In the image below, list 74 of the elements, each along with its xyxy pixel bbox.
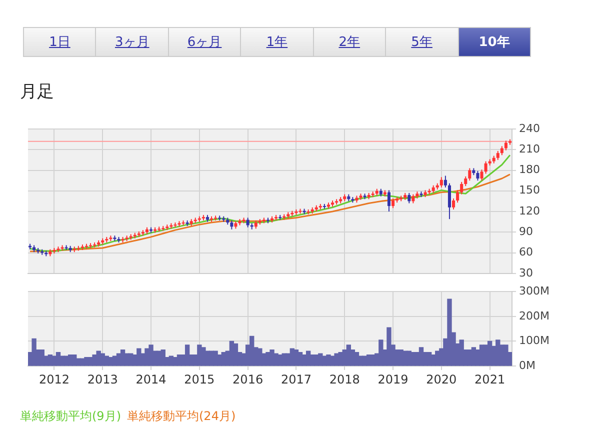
candlestick bbox=[480, 169, 484, 182]
bar bbox=[338, 352, 343, 366]
candlestick bbox=[392, 198, 395, 209]
candlestick bbox=[460, 181, 464, 195]
bar bbox=[160, 350, 166, 366]
x-tick-label: 2017 bbox=[280, 372, 312, 386]
bar bbox=[378, 340, 384, 366]
text: 単純移動平均(9月) bbox=[20, 409, 121, 423]
candlestick bbox=[452, 198, 456, 210]
y-tick-label: 240 bbox=[519, 122, 540, 135]
text: 6ヶ月 bbox=[168, 28, 242, 56]
candlestick bbox=[456, 190, 460, 204]
text: 1年 bbox=[241, 28, 314, 56]
bar bbox=[56, 352, 61, 366]
bar bbox=[40, 350, 44, 366]
candlestick bbox=[476, 170, 480, 182]
candlestick bbox=[444, 175, 447, 188]
bar bbox=[270, 350, 274, 366]
bar bbox=[201, 347, 206, 366]
bar bbox=[213, 350, 218, 366]
candlestick bbox=[504, 140, 508, 151]
bar bbox=[504, 344, 508, 366]
bar bbox=[72, 354, 77, 366]
y-tick-label: 300M bbox=[519, 284, 550, 298]
bar bbox=[258, 348, 262, 366]
candlestick bbox=[440, 176, 443, 188]
text: 10年 bbox=[458, 28, 530, 56]
y-tick-label: 120 bbox=[519, 204, 540, 218]
x-tick-label: 2015 bbox=[184, 372, 215, 386]
bar bbox=[184, 344, 190, 366]
bar bbox=[278, 354, 282, 366]
text: 2年 bbox=[314, 28, 386, 56]
y-tick-label: 200M bbox=[519, 309, 550, 322]
y-tick-label: 30 bbox=[519, 266, 533, 280]
y-tick-label: 90 bbox=[519, 225, 533, 238]
x-tick-label: 2021 bbox=[474, 372, 506, 386]
bar bbox=[148, 344, 154, 366]
bar bbox=[136, 348, 142, 366]
y-tick-label: 180 bbox=[519, 163, 540, 176]
candlestick bbox=[468, 168, 472, 182]
chart-title: 月足 bbox=[20, 81, 54, 103]
bar bbox=[32, 338, 36, 366]
candlestick bbox=[387, 190, 390, 212]
candlestick bbox=[246, 217, 250, 228]
candlestick bbox=[484, 160, 488, 174]
bar bbox=[76, 358, 81, 366]
candlestick bbox=[408, 192, 411, 204]
y-tick-label: 0M bbox=[519, 358, 536, 372]
bar bbox=[156, 350, 162, 366]
x-tick-label: 2016 bbox=[232, 372, 264, 386]
x-tick-label: 2014 bbox=[136, 372, 166, 386]
bar bbox=[447, 298, 452, 366]
bar bbox=[96, 350, 101, 366]
x-tick-label: 2020 bbox=[426, 372, 457, 386]
x-tick-label: 2019 bbox=[378, 372, 408, 386]
text: 5年 bbox=[386, 28, 459, 56]
bar bbox=[459, 340, 464, 366]
bar bbox=[386, 327, 392, 366]
candlestick bbox=[448, 182, 451, 220]
text: 3ヶ月 bbox=[96, 28, 169, 56]
bar bbox=[398, 350, 404, 366]
text: 単純移動平均(24月) bbox=[127, 409, 236, 423]
x-tick-label: 2012 bbox=[38, 372, 70, 386]
text: 1日 bbox=[24, 28, 96, 56]
y-tick-label: 60 bbox=[519, 246, 533, 259]
bar bbox=[217, 354, 222, 366]
y-tick-label: 150 bbox=[519, 184, 540, 197]
y-tick-label: 100M bbox=[519, 334, 550, 348]
bar bbox=[80, 358, 85, 366]
x-tick-label: 2013 bbox=[87, 372, 118, 386]
candlestick bbox=[464, 176, 468, 187]
bar bbox=[354, 352, 360, 366]
y-tick-label: 210 bbox=[519, 142, 540, 156]
x-tick-label: 2018 bbox=[329, 372, 360, 386]
